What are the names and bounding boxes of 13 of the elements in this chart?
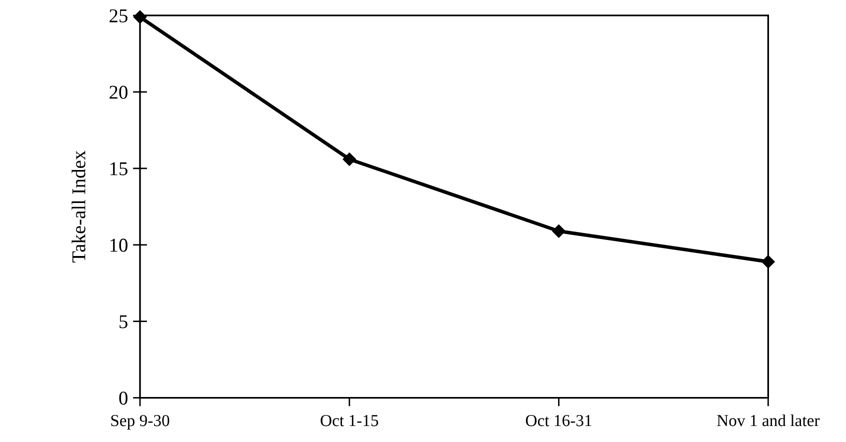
point <box>552 224 566 238</box>
y-tick-label: 10 <box>110 238 128 252</box>
y-tick-label: 15 <box>110 162 128 176</box>
y-tick-label: 25 <box>110 9 128 22</box>
x-tick-label: Nov 1 and later <box>717 414 820 426</box>
x-tick-label: Oct 16-31 <box>526 414 592 426</box>
x-tick-label: Sep 9-30 <box>111 414 170 430</box>
y-tick-label: 5 <box>120 315 128 328</box>
x-tick-label: Oct 1-15 <box>320 414 378 426</box>
y-axis-title: Take-all Index <box>72 150 86 263</box>
y-tick-label: 0 <box>119 392 128 405</box>
y-tick-label: 20 <box>110 86 128 99</box>
point <box>342 152 356 166</box>
